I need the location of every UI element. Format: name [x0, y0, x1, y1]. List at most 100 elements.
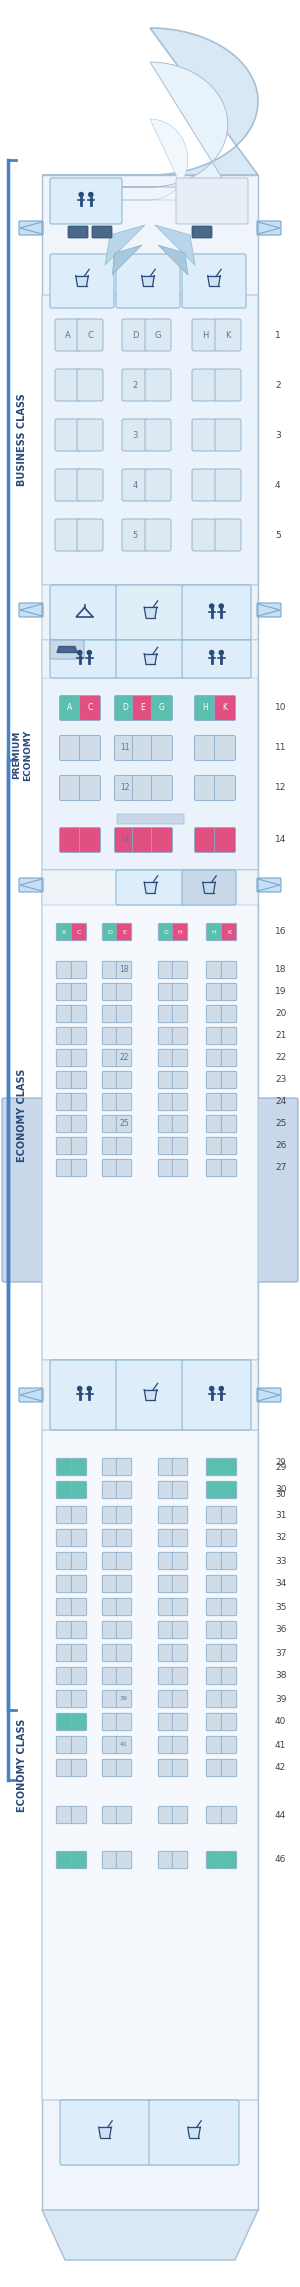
FancyBboxPatch shape	[152, 775, 172, 800]
Text: 46: 46	[275, 1855, 286, 1864]
FancyBboxPatch shape	[116, 1361, 185, 1429]
Polygon shape	[20, 1388, 42, 1402]
FancyBboxPatch shape	[56, 1482, 72, 1498]
Polygon shape	[99, 2127, 111, 2138]
Text: 12: 12	[275, 784, 286, 794]
Polygon shape	[144, 883, 157, 892]
FancyBboxPatch shape	[172, 924, 188, 940]
FancyBboxPatch shape	[116, 1006, 132, 1022]
FancyBboxPatch shape	[102, 1137, 118, 1155]
FancyBboxPatch shape	[116, 1644, 132, 1663]
FancyBboxPatch shape	[116, 1850, 132, 1868]
FancyBboxPatch shape	[42, 869, 258, 906]
FancyBboxPatch shape	[80, 695, 100, 720]
FancyBboxPatch shape	[221, 1459, 237, 1475]
FancyBboxPatch shape	[221, 1759, 237, 1777]
FancyBboxPatch shape	[215, 469, 241, 501]
FancyBboxPatch shape	[172, 1599, 188, 1615]
FancyBboxPatch shape	[172, 1070, 188, 1089]
Text: 5: 5	[132, 531, 138, 540]
FancyBboxPatch shape	[56, 983, 72, 1002]
FancyBboxPatch shape	[172, 1160, 188, 1178]
FancyBboxPatch shape	[68, 226, 88, 238]
FancyBboxPatch shape	[182, 254, 246, 309]
FancyBboxPatch shape	[215, 368, 241, 400]
FancyBboxPatch shape	[194, 828, 215, 853]
FancyBboxPatch shape	[116, 1507, 132, 1523]
Text: 2: 2	[275, 380, 280, 389]
Text: G: G	[164, 929, 168, 935]
FancyBboxPatch shape	[206, 1507, 222, 1523]
FancyBboxPatch shape	[62, 2099, 238, 2166]
FancyBboxPatch shape	[172, 1116, 188, 1132]
Polygon shape	[20, 222, 42, 233]
FancyBboxPatch shape	[158, 1006, 174, 1022]
Polygon shape	[203, 883, 215, 892]
FancyBboxPatch shape	[56, 1644, 72, 1663]
Text: G: G	[159, 704, 165, 714]
FancyBboxPatch shape	[71, 1530, 87, 1546]
FancyBboxPatch shape	[56, 1050, 72, 1066]
Text: 4: 4	[132, 480, 138, 489]
FancyBboxPatch shape	[133, 736, 154, 762]
FancyBboxPatch shape	[115, 695, 136, 720]
FancyBboxPatch shape	[257, 1388, 281, 1402]
Text: 3: 3	[132, 430, 138, 439]
FancyBboxPatch shape	[206, 1093, 222, 1111]
FancyBboxPatch shape	[56, 1576, 72, 1592]
FancyBboxPatch shape	[214, 695, 236, 720]
FancyBboxPatch shape	[257, 222, 281, 236]
FancyBboxPatch shape	[50, 640, 84, 659]
FancyBboxPatch shape	[206, 1027, 222, 1045]
FancyBboxPatch shape	[214, 736, 236, 762]
FancyBboxPatch shape	[56, 1667, 72, 1686]
Text: 25: 25	[275, 1121, 286, 1127]
FancyBboxPatch shape	[102, 1116, 118, 1132]
FancyBboxPatch shape	[71, 1644, 87, 1663]
Text: 27: 27	[275, 1164, 286, 1173]
Text: 21: 21	[275, 1031, 286, 1041]
FancyBboxPatch shape	[158, 1644, 174, 1663]
FancyBboxPatch shape	[221, 1690, 237, 1708]
FancyBboxPatch shape	[56, 1807, 72, 1823]
FancyBboxPatch shape	[71, 1690, 87, 1708]
FancyBboxPatch shape	[152, 736, 172, 762]
FancyBboxPatch shape	[80, 828, 100, 853]
FancyBboxPatch shape	[221, 961, 237, 979]
Polygon shape	[57, 647, 77, 652]
FancyBboxPatch shape	[71, 1459, 87, 1475]
FancyBboxPatch shape	[42, 585, 258, 640]
FancyBboxPatch shape	[192, 419, 218, 451]
Polygon shape	[20, 604, 42, 615]
FancyBboxPatch shape	[71, 1482, 87, 1498]
FancyBboxPatch shape	[257, 604, 281, 617]
FancyBboxPatch shape	[19, 222, 43, 236]
FancyBboxPatch shape	[158, 1553, 174, 1569]
FancyBboxPatch shape	[172, 1050, 188, 1066]
FancyBboxPatch shape	[172, 1850, 188, 1868]
FancyBboxPatch shape	[117, 814, 184, 823]
Text: 26: 26	[275, 1141, 286, 1150]
FancyBboxPatch shape	[116, 1713, 132, 1731]
FancyBboxPatch shape	[59, 695, 80, 720]
Text: 22: 22	[275, 1054, 286, 1063]
Circle shape	[77, 1386, 82, 1390]
Text: BUSINESS CLASS: BUSINESS CLASS	[17, 393, 27, 487]
FancyBboxPatch shape	[71, 1599, 87, 1615]
FancyBboxPatch shape	[158, 1050, 174, 1066]
FancyBboxPatch shape	[59, 828, 80, 853]
FancyBboxPatch shape	[102, 1530, 118, 1546]
FancyBboxPatch shape	[102, 1050, 118, 1066]
FancyBboxPatch shape	[56, 1137, 72, 1155]
FancyBboxPatch shape	[42, 640, 258, 869]
FancyBboxPatch shape	[192, 318, 218, 350]
FancyBboxPatch shape	[56, 1599, 72, 1615]
Polygon shape	[155, 224, 195, 265]
FancyBboxPatch shape	[172, 1459, 188, 1475]
Text: 41: 41	[275, 1740, 286, 1750]
FancyBboxPatch shape	[214, 828, 236, 853]
FancyBboxPatch shape	[206, 1482, 222, 1498]
FancyBboxPatch shape	[116, 1482, 132, 1498]
FancyBboxPatch shape	[206, 924, 222, 940]
FancyBboxPatch shape	[116, 1690, 132, 1708]
